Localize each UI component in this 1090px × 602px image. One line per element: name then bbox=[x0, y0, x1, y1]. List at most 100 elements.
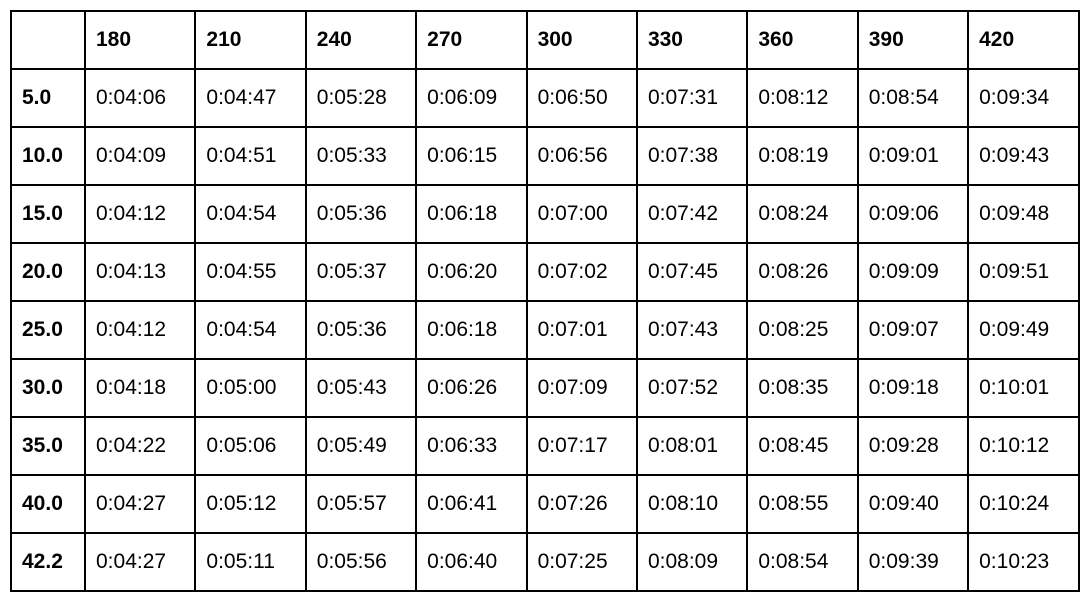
cell: 0:07:38 bbox=[637, 127, 747, 185]
cell: 0:05:43 bbox=[306, 359, 416, 417]
table-row: 35.0 0:04:22 0:05:06 0:05:49 0:06:33 0:0… bbox=[11, 417, 1079, 475]
cell: 0:09:07 bbox=[858, 301, 968, 359]
row-header: 10.0 bbox=[11, 127, 85, 185]
table-head: 180 210 240 270 300 330 360 390 420 bbox=[11, 11, 1079, 69]
row-header: 35.0 bbox=[11, 417, 85, 475]
col-header: 420 bbox=[968, 11, 1078, 69]
cell: 0:05:37 bbox=[306, 243, 416, 301]
cell: 0:05:06 bbox=[195, 417, 305, 475]
cell: 0:06:18 bbox=[416, 185, 526, 243]
row-header: 30.0 bbox=[11, 359, 85, 417]
cell: 0:09:09 bbox=[858, 243, 968, 301]
cell: 0:10:01 bbox=[968, 359, 1078, 417]
cell: 0:04:22 bbox=[85, 417, 195, 475]
col-header: 210 bbox=[195, 11, 305, 69]
cell: 0:08:26 bbox=[747, 243, 857, 301]
col-header: 180 bbox=[85, 11, 195, 69]
cell: 0:06:20 bbox=[416, 243, 526, 301]
cell: 0:05:28 bbox=[306, 69, 416, 127]
cell: 0:04:13 bbox=[85, 243, 195, 301]
cell: 0:06:56 bbox=[527, 127, 637, 185]
cell: 0:09:06 bbox=[858, 185, 968, 243]
cell: 0:06:33 bbox=[416, 417, 526, 475]
cell: 0:04:55 bbox=[195, 243, 305, 301]
cell: 0:09:28 bbox=[858, 417, 968, 475]
cell: 0:08:45 bbox=[747, 417, 857, 475]
cell: 0:06:40 bbox=[416, 533, 526, 591]
cell: 0:05:36 bbox=[306, 185, 416, 243]
cell: 0:09:34 bbox=[968, 69, 1078, 127]
col-header: 360 bbox=[747, 11, 857, 69]
cell: 0:08:54 bbox=[747, 533, 857, 591]
cell: 0:09:01 bbox=[858, 127, 968, 185]
cell: 0:10:12 bbox=[968, 417, 1078, 475]
cell: 0:09:18 bbox=[858, 359, 968, 417]
cell: 0:10:24 bbox=[968, 475, 1078, 533]
cell: 0:04:12 bbox=[85, 301, 195, 359]
cell: 0:08:19 bbox=[747, 127, 857, 185]
cell: 0:06:15 bbox=[416, 127, 526, 185]
pace-table: 180 210 240 270 300 330 360 390 420 5.0 … bbox=[10, 10, 1080, 592]
cell: 0:07:00 bbox=[527, 185, 637, 243]
cell: 0:09:48 bbox=[968, 185, 1078, 243]
cell: 0:06:50 bbox=[527, 69, 637, 127]
cell: 0:09:51 bbox=[968, 243, 1078, 301]
table-row: 42.2 0:04:27 0:05:11 0:05:56 0:06:40 0:0… bbox=[11, 533, 1079, 591]
cell: 0:05:49 bbox=[306, 417, 416, 475]
cell: 0:10:23 bbox=[968, 533, 1078, 591]
cell: 0:07:43 bbox=[637, 301, 747, 359]
corner-cell bbox=[11, 11, 85, 69]
cell: 0:06:41 bbox=[416, 475, 526, 533]
cell: 0:04:54 bbox=[195, 301, 305, 359]
cell: 0:08:24 bbox=[747, 185, 857, 243]
cell: 0:07:01 bbox=[527, 301, 637, 359]
cell: 0:05:00 bbox=[195, 359, 305, 417]
cell: 0:06:18 bbox=[416, 301, 526, 359]
cell: 0:04:12 bbox=[85, 185, 195, 243]
cell: 0:06:26 bbox=[416, 359, 526, 417]
cell: 0:05:12 bbox=[195, 475, 305, 533]
cell: 0:04:47 bbox=[195, 69, 305, 127]
row-header: 25.0 bbox=[11, 301, 85, 359]
cell: 0:04:54 bbox=[195, 185, 305, 243]
cell: 0:05:57 bbox=[306, 475, 416, 533]
row-header: 20.0 bbox=[11, 243, 85, 301]
col-header: 300 bbox=[527, 11, 637, 69]
cell: 0:04:27 bbox=[85, 533, 195, 591]
table-row: 25.0 0:04:12 0:04:54 0:05:36 0:06:18 0:0… bbox=[11, 301, 1079, 359]
cell: 0:08:35 bbox=[747, 359, 857, 417]
col-header: 240 bbox=[306, 11, 416, 69]
cell: 0:07:31 bbox=[637, 69, 747, 127]
table-row: 40.0 0:04:27 0:05:12 0:05:57 0:06:41 0:0… bbox=[11, 475, 1079, 533]
cell: 0:04:27 bbox=[85, 475, 195, 533]
cell: 0:05:36 bbox=[306, 301, 416, 359]
cell: 0:04:18 bbox=[85, 359, 195, 417]
cell: 0:07:02 bbox=[527, 243, 637, 301]
cell: 0:09:43 bbox=[968, 127, 1078, 185]
cell: 0:08:12 bbox=[747, 69, 857, 127]
cell: 0:07:45 bbox=[637, 243, 747, 301]
cell: 0:08:09 bbox=[637, 533, 747, 591]
cell: 0:04:09 bbox=[85, 127, 195, 185]
cell: 0:07:26 bbox=[527, 475, 637, 533]
cell: 0:06:09 bbox=[416, 69, 526, 127]
cell: 0:09:39 bbox=[858, 533, 968, 591]
cell: 0:09:49 bbox=[968, 301, 1078, 359]
col-header: 330 bbox=[637, 11, 747, 69]
table-body: 5.0 0:04:06 0:04:47 0:05:28 0:06:09 0:06… bbox=[11, 69, 1079, 591]
cell: 0:08:25 bbox=[747, 301, 857, 359]
cell: 0:09:40 bbox=[858, 475, 968, 533]
table-row: 15.0 0:04:12 0:04:54 0:05:36 0:06:18 0:0… bbox=[11, 185, 1079, 243]
cell: 0:04:51 bbox=[195, 127, 305, 185]
table-row: 5.0 0:04:06 0:04:47 0:05:28 0:06:09 0:06… bbox=[11, 69, 1079, 127]
col-header: 270 bbox=[416, 11, 526, 69]
cell: 0:04:06 bbox=[85, 69, 195, 127]
table-row: 20.0 0:04:13 0:04:55 0:05:37 0:06:20 0:0… bbox=[11, 243, 1079, 301]
col-header: 390 bbox=[858, 11, 968, 69]
cell: 0:08:54 bbox=[858, 69, 968, 127]
cell: 0:07:52 bbox=[637, 359, 747, 417]
cell: 0:08:01 bbox=[637, 417, 747, 475]
row-header: 15.0 bbox=[11, 185, 85, 243]
cell: 0:05:11 bbox=[195, 533, 305, 591]
cell: 0:05:33 bbox=[306, 127, 416, 185]
